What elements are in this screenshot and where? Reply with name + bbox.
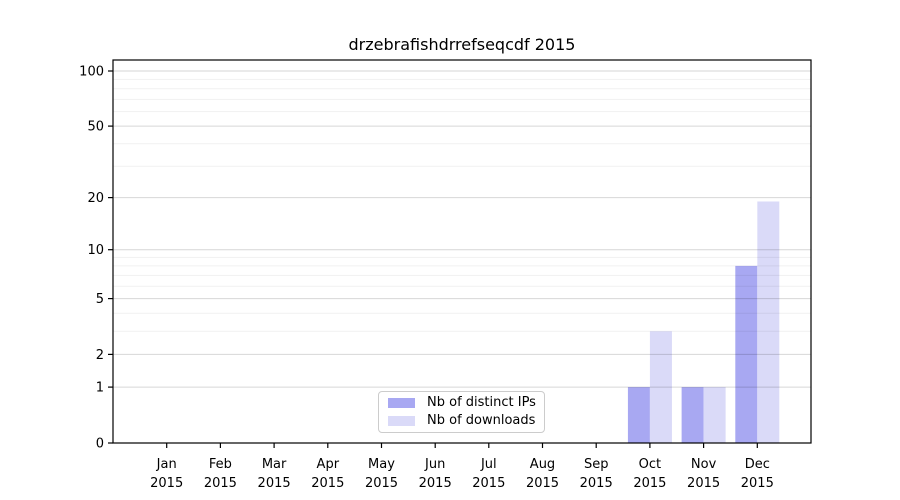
x-tick-label-year-may: 2015 [365,476,398,491]
plot-border [112,59,812,444]
x-tick-label-month-nov: Nov [691,457,717,472]
y-tick-label: 5 [96,292,104,307]
x-tick-label-month-mar: Mar [262,457,287,472]
x-tick-label-month-jul: Jul [480,457,497,472]
legend-label-distinct-ips: Nb of distinct IPs [427,395,536,410]
x-tick-label-month-apr: Apr [317,457,340,472]
y-tick-label: 2 [96,348,104,363]
y-tick-label: 100 [79,65,104,80]
x-tick-label-year-jan: 2015 [150,476,183,491]
legend: Nb of distinct IPs Nb of downloads [378,391,545,433]
x-tick-label-year-aug: 2015 [526,476,559,491]
x-tick-label-month-may: May [368,457,395,472]
x-tick-label-month-dec: Dec [745,457,770,472]
x-tick-label-year-sep: 2015 [580,476,613,491]
x-tick-label-year-jun: 2015 [419,476,452,491]
y-tick-label: 20 [87,191,104,206]
bar-nb-of-distinct-ips-nov [681,387,704,443]
legend-swatch-distinct-ips [388,398,415,408]
x-tick-label-month-jan: Jan [156,457,177,472]
y-tick-label: 10 [87,243,104,258]
x-tick-label-month-sep: Sep [584,457,609,472]
legend-item-downloads: Nb of downloads [388,414,535,428]
x-tick-label-year-mar: 2015 [258,476,291,491]
x-tick-label-month-jun: Jun [424,457,445,472]
bar-nb-of-downloads-oct [649,331,672,443]
bar-nb-of-downloads-nov [703,387,726,443]
x-tick-label-year-apr: 2015 [311,476,344,491]
y-tick-label: 50 [87,120,104,135]
x-tick-label-year-jul: 2015 [472,476,505,491]
x-tick-label-month-oct: Oct [639,457,661,472]
chart-title: drzebrafishdrrefseqcdf 2015 [348,35,576,54]
x-tick-label-month-feb: Feb [209,457,232,472]
x-tick-label-year-oct: 2015 [633,476,666,491]
x-tick-label-month-aug: Aug [530,457,555,472]
bar-nb-of-downloads-dec [757,201,780,443]
bar-nb-of-distinct-ips-oct [627,387,650,443]
legend-swatch-downloads [388,416,415,426]
x-tick-label-year-nov: 2015 [687,476,720,491]
bar-nb-of-distinct-ips-dec [735,265,758,443]
y-tick-label: 1 [96,381,104,396]
x-tick-label-year-dec: 2015 [741,476,774,491]
legend-item-distinct-ips: Nb of distinct IPs [388,395,536,410]
x-tick-label-year-feb: 2015 [204,476,237,491]
legend-label-downloads: Nb of downloads [427,413,536,428]
y-tick-label: 0 [96,437,104,452]
